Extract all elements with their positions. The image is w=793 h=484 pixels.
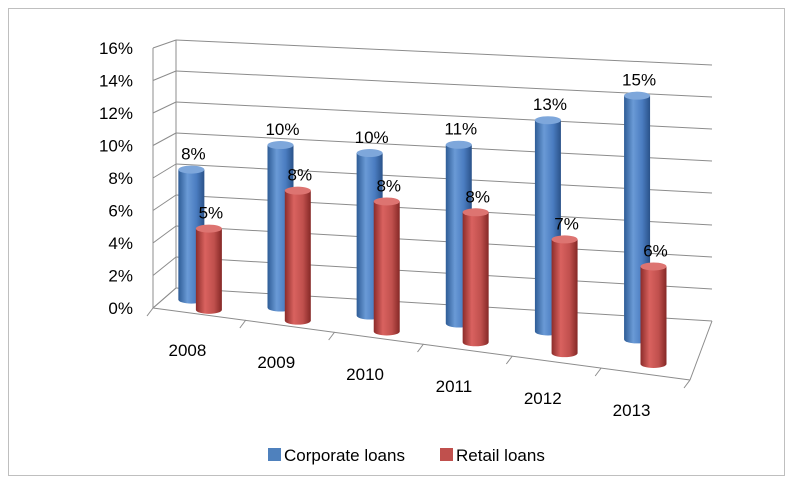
gridline [175,101,713,130]
bar-body [640,266,667,368]
bar-top [178,165,205,174]
data-label: 11% [444,120,477,139]
gridline [175,256,713,290]
retail-bar [373,197,400,336]
bar-body [373,201,400,336]
gridline-side [152,194,177,211]
bar-body [462,212,489,347]
legend-swatch [440,448,453,461]
y-tick-label: 10% [99,137,133,156]
data-label: 6% [643,241,668,260]
axis-layer: 0% 2% 4% 6% 8% 10% 12% 14% 16% 2008 2009 2010 2011 20… [99,39,713,420]
bar-top [551,235,578,244]
bar-body [551,239,578,358]
gridline-side [152,225,177,244]
y-tick-label: 4% [108,234,133,253]
x-tick [683,379,691,389]
x-axis-line [152,307,691,381]
legend-label: Retail loans [456,446,545,465]
gridline-side [152,132,177,146]
x-tick [328,331,336,341]
y-tick-label: 12% [99,104,133,123]
grid-layer [152,39,713,322]
data-label: 10% [355,128,389,147]
gridline-side [152,163,177,179]
bar-body [284,190,311,325]
x-tick-label: 2008 [169,341,207,360]
label-layer: 8% 10% 10% 11% 13% 15% 5% 8% 8% 8% 7% 6% [181,71,668,261]
x-tick [417,343,424,353]
data-label: 8% [181,145,206,164]
x-tick-label: 2011 [436,377,473,396]
data-label: 13% [533,95,567,114]
data-label: 7% [554,214,579,233]
gridline-side [152,101,177,114]
bar-top [195,224,222,233]
data-label: 8% [465,187,490,206]
retail-bar [195,224,222,314]
y-tick-label: 0% [108,299,133,318]
data-label: 5% [199,204,224,223]
bar-body [195,228,222,314]
x-tick-label: 2010 [346,365,384,384]
legend: Corporate loans Retail loans [268,446,545,465]
gridline-side [152,39,177,49]
y-tick-label: 2% [108,267,133,286]
y-tick-label: 8% [108,169,133,188]
bar-top [445,140,472,149]
legend-swatch [268,448,281,461]
bar-top [534,116,561,125]
x-tick [146,307,154,317]
retail-bar [462,208,489,347]
gridline [175,194,713,226]
legend-item: Retail loans [440,446,545,465]
legend-item: Corporate loans [268,446,405,465]
bar-top [640,262,667,271]
floor-left-edge [152,287,177,309]
data-label: 8% [288,166,313,185]
x-tick [505,355,513,365]
x-tick-label: 2013 [613,401,651,420]
x-tick [239,319,247,329]
bar-top [624,91,651,100]
gridline [175,39,713,66]
x-tick-label: 2009 [257,353,295,372]
y-tick-label: 6% [108,202,133,221]
data-label: 8% [376,176,401,195]
gridline [175,225,713,258]
bar-top [284,186,311,195]
x-tick [594,367,602,377]
y-tick-label: 14% [99,72,133,91]
gridline [175,70,713,98]
retail-bar [640,262,667,368]
bar-top [356,149,383,158]
bar-top [267,141,294,150]
gridline-side [152,256,177,276]
y-tick-label: 16% [99,39,133,58]
retail-bar [551,235,578,358]
gridline [175,163,713,194]
gridline [175,287,713,322]
data-label: 15% [622,71,656,90]
gridline [175,132,713,162]
bar-top [373,197,400,206]
gridline-side [152,70,177,81]
bar-layer [178,91,667,368]
bar-top [462,208,489,217]
retail-bar [284,186,311,325]
floor-right-edge [689,320,713,381]
x-tick-label: 2012 [524,389,562,408]
data-label: 10% [265,120,299,139]
legend-label: Corporate loans [284,446,405,465]
